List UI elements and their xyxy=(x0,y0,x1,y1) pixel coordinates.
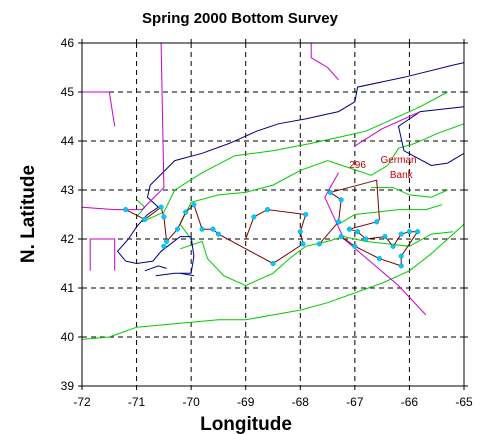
x-tick-label: -66 xyxy=(401,395,419,409)
station-point xyxy=(215,231,221,237)
station-point xyxy=(398,253,404,259)
station-point xyxy=(346,226,352,232)
y-tick-label: 42 xyxy=(61,232,75,246)
station-point xyxy=(335,219,342,225)
x-tick-label: -70 xyxy=(182,395,200,409)
station-point xyxy=(264,207,271,213)
station-point xyxy=(415,229,421,235)
y-tick-label: 39 xyxy=(61,379,75,393)
survey-track xyxy=(125,179,419,267)
station-point xyxy=(123,207,129,213)
boundary-line xyxy=(81,42,165,211)
y-axis-ticks: 39 40 41 42 43 44 45 46 xyxy=(61,36,468,393)
annotation-label: Bank xyxy=(390,170,414,181)
boundary-line xyxy=(89,238,116,271)
boundary-line xyxy=(354,111,421,147)
boundary-line xyxy=(324,172,427,316)
x-axis-ticks: -72 -71 -70 -69 -68 -67 -66 -65 xyxy=(73,39,473,409)
plot-frame xyxy=(81,42,465,387)
station-point xyxy=(363,236,369,242)
station-point xyxy=(390,243,396,249)
x-tick-label: -69 xyxy=(237,395,255,409)
x-tick-label: -68 xyxy=(292,395,310,409)
coastline-segment xyxy=(180,272,194,277)
boundary-line xyxy=(310,43,339,81)
station-point xyxy=(158,204,164,210)
station-point xyxy=(327,189,333,195)
map-annotations: 296 German Bank xyxy=(349,155,416,181)
y-tick-label: 43 xyxy=(61,183,75,197)
depth-contour-line xyxy=(338,204,443,225)
annotation-label: 296 xyxy=(349,160,366,171)
depth-contour-line xyxy=(179,123,465,240)
station-point xyxy=(398,263,404,269)
boundary-lines xyxy=(81,42,427,316)
station-point xyxy=(338,234,344,240)
y-tick-label: 44 xyxy=(61,134,75,148)
chart-title: Spring 2000 Bottom Survey xyxy=(142,10,339,27)
y-axis-label: N. Latitude xyxy=(18,165,39,263)
depth-contour-line xyxy=(81,223,465,340)
y-tick-label: 40 xyxy=(61,330,75,344)
station-point xyxy=(352,243,358,249)
grid-lines xyxy=(82,43,464,386)
station-point xyxy=(191,202,197,208)
x-tick-label: -67 xyxy=(346,395,364,409)
station-point xyxy=(161,243,167,249)
depth-contour-line xyxy=(141,91,448,223)
station-point xyxy=(374,219,380,225)
station-point xyxy=(303,211,309,218)
station-point xyxy=(376,256,382,262)
station-point xyxy=(174,226,181,232)
station-point xyxy=(199,226,205,232)
station-point xyxy=(251,214,257,220)
station-point xyxy=(398,231,404,237)
depth-contour-line xyxy=(371,187,448,198)
depth-contour-line xyxy=(180,231,454,287)
y-tick-label: 45 xyxy=(61,85,75,99)
station-point xyxy=(316,241,322,247)
x-axis-label: Longitude xyxy=(200,414,292,434)
boundary-line xyxy=(82,91,116,127)
x-tick-label: -72 xyxy=(73,395,91,409)
annotation-label: German xyxy=(380,155,416,166)
track-line-west xyxy=(125,203,307,265)
survey-stations xyxy=(123,189,421,269)
station-point xyxy=(338,197,344,203)
x-tick-label: -65 xyxy=(455,395,473,409)
x-tick-label: -71 xyxy=(128,395,146,409)
coastline-segment xyxy=(116,62,465,277)
coastline-segment xyxy=(144,265,167,272)
station-point xyxy=(164,238,170,244)
station-point xyxy=(382,234,388,240)
station-point xyxy=(183,209,189,215)
track-line-east xyxy=(319,179,419,267)
y-tick-label: 46 xyxy=(61,36,75,50)
station-point xyxy=(406,229,412,235)
station-point xyxy=(297,229,303,235)
station-point xyxy=(300,241,306,247)
station-point xyxy=(355,229,361,235)
station-point xyxy=(161,214,167,220)
station-point xyxy=(270,260,276,267)
station-point xyxy=(142,216,148,222)
depth-contours xyxy=(81,91,465,340)
y-tick-label: 41 xyxy=(61,281,75,295)
station-point xyxy=(210,226,216,232)
